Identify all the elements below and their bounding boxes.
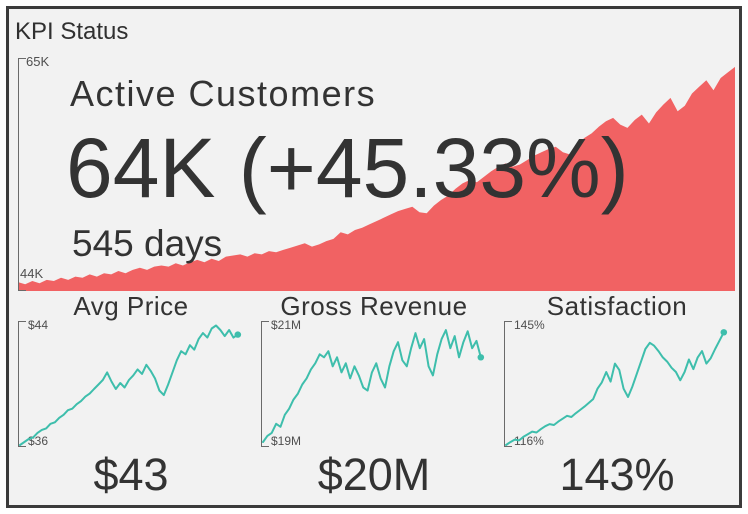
sparkline-chart: $21M $19M	[261, 318, 487, 448]
y-axis-max-label: $21M	[271, 318, 302, 332]
y-axis-bracket	[261, 321, 270, 447]
sparkline-avg-price[interactable]: Avg Price $44 $36 $43	[18, 291, 244, 500]
active-customers-chart[interactable]: 65K 44K Active Customers 64K (+45.33%) 5…	[18, 54, 735, 291]
y-axis-bracket	[504, 321, 513, 447]
sparkline-title: Gross Revenue	[280, 291, 468, 321]
y-axis-min-label: 44K	[20, 266, 44, 281]
kpi-name: Active Customers	[70, 73, 377, 114]
sparkline-row: Avg Price $44 $36 $43 Gross Revenue $21M…	[18, 291, 730, 500]
y-axis-max-label: $44	[28, 318, 49, 332]
sparkline-gross-revenue[interactable]: Gross Revenue $21M $19M $20M	[261, 291, 487, 500]
line-chart-svg	[505, 329, 728, 447]
area-chart-svg	[18, 66, 735, 291]
y-axis-bracket	[18, 58, 27, 291]
kpi-card: KPI Status 65K 44K Active Customers 64K …	[6, 6, 742, 508]
sparkline-value: $20M	[317, 449, 431, 500]
sparkline-title: Satisfaction	[546, 291, 688, 321]
sparkline-title: Avg Price	[73, 291, 189, 321]
sparkline-satisfaction[interactable]: Satisfaction 145% 116% 143%	[504, 291, 730, 500]
sparkline-chart: $44 $36	[18, 318, 244, 448]
card-title: KPI Status	[15, 18, 129, 45]
y-axis-bracket	[18, 321, 27, 447]
y-axis-min-label: $19M	[271, 434, 302, 448]
kpi-period: 545 days	[72, 223, 223, 264]
y-axis-max-label: 145%	[514, 318, 545, 332]
line-chart-svg	[262, 321, 485, 447]
sparkline-value: $43	[93, 449, 169, 500]
sparkline-value: 143%	[559, 449, 675, 500]
line-chart-svg	[19, 321, 242, 447]
kpi-value: 64K (+45.33%)	[66, 121, 629, 215]
y-axis-max-label: 65K	[26, 54, 50, 69]
sparkline-chart: 145% 116%	[504, 318, 730, 448]
